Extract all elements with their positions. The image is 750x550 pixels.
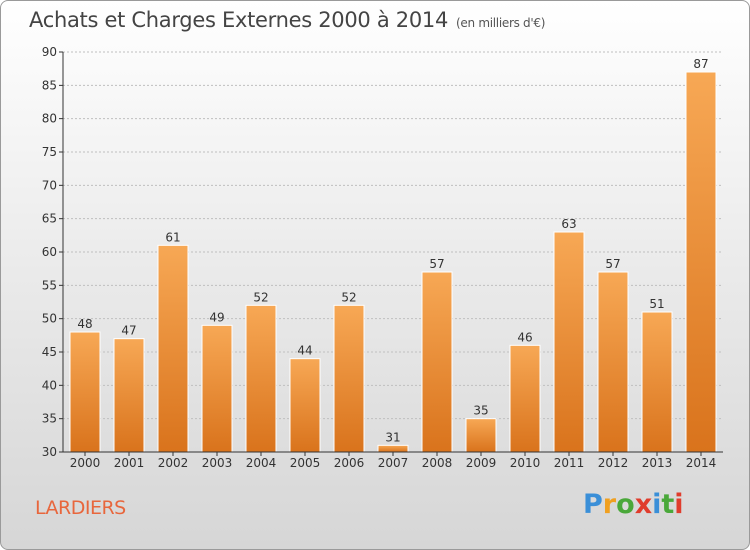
bar-value-label: 35 — [473, 404, 488, 418]
bar — [509, 344, 541, 453]
bar — [553, 231, 585, 453]
chart-title: Achats et Charges Externes 2000 à 2014 (e… — [29, 8, 545, 32]
x-tick-label: 2014 — [686, 456, 717, 470]
x-tick-label: 2002 — [158, 456, 189, 470]
bar-value-label: 52 — [253, 290, 268, 304]
bar-value-label: 44 — [297, 344, 312, 358]
bar-value-label: 48 — [77, 317, 92, 331]
bar — [289, 358, 321, 453]
x-tick-label: 2004 — [246, 456, 277, 470]
y-tick-label: 90 — [42, 45, 57, 59]
bar — [113, 338, 145, 453]
y-tick-label: 50 — [42, 312, 57, 326]
x-tick-label: 2001 — [114, 456, 145, 470]
logo-letter: i — [674, 489, 684, 520]
y-tick-label: 65 — [42, 212, 57, 226]
bar — [377, 444, 409, 453]
x-tick-label: 2003 — [202, 456, 233, 470]
labels: 30 35 40 45 50 55 60 65 70 75 80 85 90 48 2000 47 2001 61… — [42, 45, 717, 470]
logo-letter: t — [661, 489, 675, 520]
y-tick-label: 80 — [42, 112, 57, 126]
bar — [597, 271, 629, 453]
y-tick-label: 30 — [42, 445, 57, 459]
bar — [465, 418, 497, 453]
bars — [69, 71, 717, 453]
bar-value-label: 87 — [693, 57, 708, 71]
y-tick-label: 70 — [42, 178, 57, 192]
chart-title-text: Achats et Charges Externes 2000 à 2014 — [29, 8, 449, 32]
commune-name: LARDIERS — [35, 497, 126, 519]
bar-value-label: 46 — [517, 330, 532, 344]
logo-letter: o — [616, 489, 635, 520]
x-tick-label: 2011 — [554, 456, 585, 470]
y-tick-label: 45 — [42, 345, 57, 359]
x-tick-label: 2009 — [466, 456, 497, 470]
x-tick-label: 2006 — [334, 456, 365, 470]
x-tick-label: 2007 — [378, 456, 409, 470]
bar — [641, 311, 673, 453]
bar — [685, 71, 717, 453]
bar-value-label: 47 — [121, 324, 136, 338]
y-tick-label: 75 — [42, 145, 57, 159]
bar-value-label: 31 — [385, 430, 400, 444]
bar-value-label: 52 — [341, 290, 356, 304]
x-tick-label: 2000 — [70, 456, 101, 470]
x-tick-label: 2008 — [422, 456, 453, 470]
logo-letter: i — [652, 489, 662, 520]
bar-value-label: 63 — [561, 217, 576, 231]
logo-letter: P — [583, 489, 603, 520]
y-tick-label: 55 — [42, 278, 57, 292]
bar — [201, 324, 233, 453]
bar-value-label: 61 — [165, 230, 180, 244]
bar — [421, 271, 453, 453]
bar-value-label: 49 — [209, 310, 224, 324]
x-tick-label: 2013 — [642, 456, 673, 470]
bar-value-label: 57 — [605, 257, 620, 271]
y-tick-label: 35 — [42, 412, 57, 426]
bar — [245, 304, 277, 453]
proxiti-logo: Proxiti — [583, 489, 684, 520]
axes — [59, 51, 723, 456]
y-tick-label: 85 — [42, 78, 57, 92]
logo-letter: x — [634, 489, 653, 520]
bar-value-label: 51 — [649, 297, 664, 311]
x-tick-label: 2012 — [598, 456, 629, 470]
x-tick-label: 2005 — [290, 456, 321, 470]
y-tick-label: 40 — [42, 378, 57, 392]
logo-letter: r — [602, 489, 617, 520]
bar — [157, 244, 189, 453]
bar — [333, 304, 365, 453]
bar-value-label: 57 — [429, 257, 444, 271]
y-tick-label: 60 — [42, 245, 57, 259]
x-tick-label: 2010 — [510, 456, 541, 470]
chart-subtitle: (en milliers d'€) — [456, 16, 546, 30]
bar — [69, 331, 101, 453]
